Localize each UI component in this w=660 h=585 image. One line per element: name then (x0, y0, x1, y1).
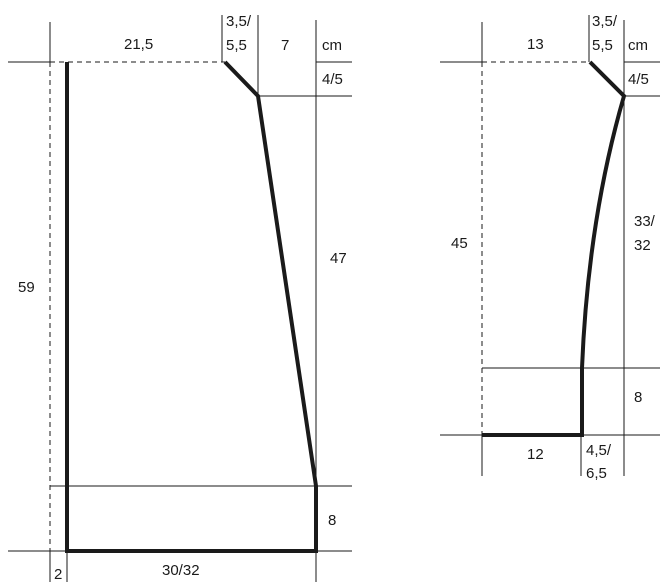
left-piece-outline (65, 60, 318, 553)
label-hem-depth: 8 (328, 512, 336, 529)
r-label-width-top: 13 (527, 36, 544, 53)
r-label-curve-length-b: 32 (634, 237, 651, 254)
r-label-unit: cm (628, 37, 648, 54)
r-label-cuff-b: 6,5 (586, 465, 607, 482)
r-label-hem-depth: 8 (634, 389, 642, 406)
left-piece: 21,5 3,5/ 5,5 7 cm 4/5 47 59 8 30/32 2 (8, 13, 352, 583)
r-label-shoulder-slope-a: 3,5/ (592, 13, 618, 30)
right-piece: 13 3,5/ 5,5 cm 4/5 33/ 32 45 8 12 4,5/ 6… (440, 13, 660, 482)
r-label-cuff-a: 4,5/ (586, 442, 612, 459)
label-neck-width: 7 (281, 37, 289, 54)
r-label-total-length: 45 (451, 235, 468, 252)
r-label-shoulder-slope-b: 5,5 (592, 37, 613, 54)
label-side-length: 47 (330, 250, 347, 267)
label-hem-width: 30/32 (162, 562, 200, 579)
r-label-curve-length-a: 33/ (634, 213, 656, 230)
label-total-length: 59 (18, 279, 35, 296)
label-shoulder-slope-b: 5,5 (226, 37, 247, 54)
label-width-top: 21,5 (124, 36, 153, 53)
label-unit-left: cm (322, 37, 342, 54)
label-edge-offset: 2 (54, 566, 62, 583)
r-label-hem-width: 12 (527, 446, 544, 463)
right-piece-outline (482, 60, 627, 437)
label-shoulder-drop: 4/5 (322, 71, 343, 88)
label-shoulder-slope-a: 3,5/ (226, 13, 252, 30)
r-label-shoulder-drop: 4/5 (628, 71, 649, 88)
